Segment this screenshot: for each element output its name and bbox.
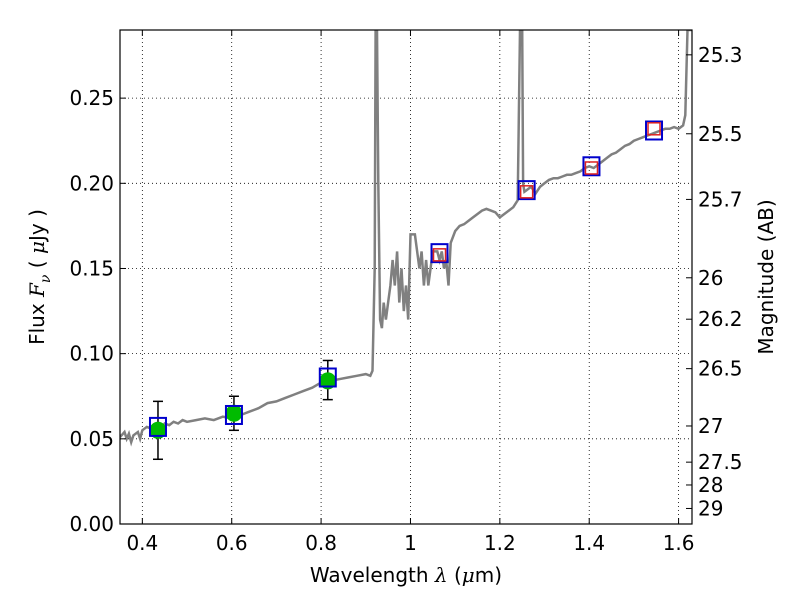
observed-box bbox=[647, 122, 661, 136]
x-tick-label: 1.2 bbox=[484, 531, 516, 555]
model-box bbox=[148, 416, 167, 437]
model-boxes bbox=[148, 120, 664, 437]
y-tick-label: 0.20 bbox=[69, 171, 114, 195]
y-tick-label: 0.10 bbox=[69, 342, 114, 366]
observed-box bbox=[519, 185, 534, 199]
y-tick-label: 0.25 bbox=[69, 86, 114, 110]
observed-box bbox=[584, 161, 599, 175]
y-tick-label: 0.05 bbox=[69, 427, 114, 451]
x-axis-ticks: 0.4 0.6 0.8 1 1.2 1.4 1.6 bbox=[126, 30, 695, 555]
y2-tick-label: 26.2 bbox=[698, 307, 743, 331]
model-box bbox=[582, 156, 601, 177]
y-tick-label: 0.00 bbox=[69, 512, 114, 536]
y2-axis-label: Magnitude (AB) bbox=[754, 199, 778, 354]
model-box bbox=[645, 120, 664, 141]
y2-tick-label: 27.5 bbox=[698, 450, 743, 474]
y-tick-label: 0.15 bbox=[69, 256, 114, 280]
model-box bbox=[517, 180, 536, 201]
model-box bbox=[318, 367, 337, 388]
x-tick-label: 1.6 bbox=[663, 531, 695, 555]
x-tick-label: 1 bbox=[404, 531, 417, 555]
y2-tick-label: 26 bbox=[698, 266, 723, 290]
y2-tick-label: 29 bbox=[698, 496, 723, 520]
y-axis-ticks: 0.00 0.05 0.10 0.15 0.20 0.25 bbox=[69, 86, 126, 536]
x-tick-label: 0.6 bbox=[216, 531, 248, 555]
x-tick-label: 0.8 bbox=[305, 531, 337, 555]
observed-boxes bbox=[432, 122, 661, 262]
y2-tick-label: 25.7 bbox=[698, 187, 743, 211]
y2-tick-label: 25.5 bbox=[698, 122, 743, 146]
model-box bbox=[224, 404, 243, 425]
model-box bbox=[430, 243, 449, 264]
y2-tick-label: 27 bbox=[698, 414, 723, 438]
y2-tick-label: 26.5 bbox=[698, 357, 743, 381]
x-tick-label: 1.4 bbox=[573, 531, 605, 555]
y-axis-label: Flux Fν ( μJy ) bbox=[25, 209, 54, 345]
x-tick-label: 0.4 bbox=[126, 531, 158, 555]
y2-tick-label: 25.3 bbox=[698, 43, 743, 67]
x-axis-label: Wavelength λ (μm) bbox=[310, 563, 502, 587]
y2-tick-label: 28 bbox=[698, 473, 723, 497]
observed-dot bbox=[225, 404, 243, 422]
plot-frame bbox=[119, 29, 693, 525]
observed-box bbox=[432, 248, 447, 262]
